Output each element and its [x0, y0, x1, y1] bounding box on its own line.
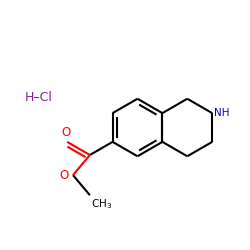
Text: H–Cl: H–Cl [25, 91, 53, 104]
Text: NH: NH [214, 108, 230, 118]
Text: CH$_3$: CH$_3$ [91, 197, 112, 211]
Text: O: O [60, 168, 69, 181]
Text: O: O [61, 126, 70, 139]
